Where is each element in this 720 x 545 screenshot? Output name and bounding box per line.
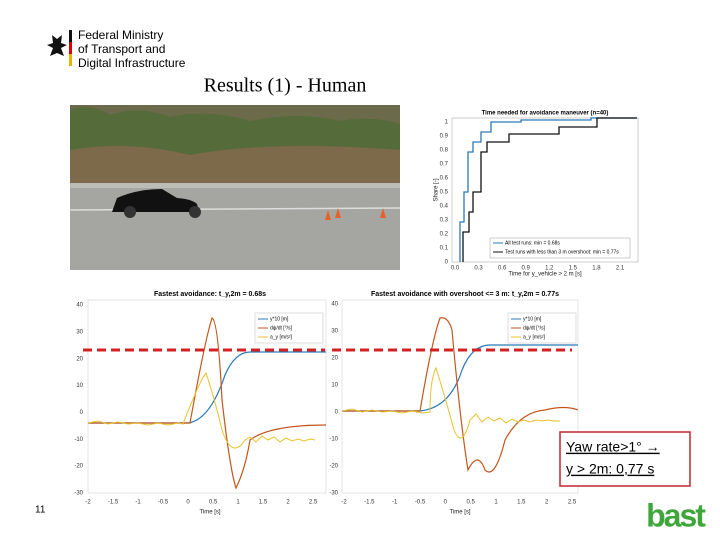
callout-line: Yaw rate>1° → <box>566 439 660 455</box>
slide-number: 11 <box>35 505 46 516</box>
chart-title: Fastest avoidance: t_y,2m = 0.68s <box>154 291 266 298</box>
chart-title: Fastest avoidance with overshoot <= 3 m:… <box>371 291 559 298</box>
y-tick-label: 0 <box>80 410 84 416</box>
x-tick-label: 0.9 <box>522 266 531 272</box>
x-tick-label: 0.0 <box>451 266 460 272</box>
x-tick-label: 0 <box>444 500 448 506</box>
y-tick-label: 0 <box>335 410 339 416</box>
left-chart: y*10 [m] dψ/dt [°/s] a_y [m/s²] Fastest … <box>87 291 327 516</box>
y-tick-label: -20 <box>329 464 338 470</box>
x-tick-label: 2 <box>545 500 549 506</box>
legend-entry: dψ/dt [°/s] <box>523 325 546 331</box>
x-tick-label: -1 <box>392 500 398 506</box>
y-tick-label: 0.8 <box>440 148 449 154</box>
x-tick-label: 0.6 <box>498 266 507 272</box>
y-tick-label: -30 <box>329 491 338 497</box>
callout-line: y > 2m: 0,77 s <box>566 461 654 477</box>
y-tick-label: 0.2 <box>440 232 449 238</box>
y-tick-label: 10 <box>76 383 83 389</box>
ministry-line: of Transport and <box>78 42 165 56</box>
right-chart: y*10 [m] dψ/dt [°/s] a_y [m/s²] Fastest … <box>341 291 579 516</box>
x-tick-label: 0.5 <box>466 500 475 506</box>
y-tick-label: -20 <box>74 464 83 470</box>
eagle-logo <box>47 35 67 56</box>
y-tick-label: 20 <box>331 356 338 362</box>
x-tick-label: 1.8 <box>592 266 601 272</box>
x-tick-label: 1.2 <box>545 266 554 272</box>
y-tick-label: -30 <box>74 491 83 497</box>
y-tick-label: 0.1 <box>440 246 449 252</box>
legend-entry: dψ/dt [°/s] <box>270 325 293 331</box>
y-tick-label: 40 <box>76 303 83 309</box>
x-tick-label: -0.5 <box>158 500 169 506</box>
legend-entry: y*10 [m] <box>270 316 289 322</box>
x-axis-label: Time for y_vehicle > 2 m [s] <box>508 272 582 278</box>
y-tick-label: 10 <box>331 383 338 389</box>
flag-bar <box>69 30 72 42</box>
photo <box>69 105 401 270</box>
y-tick-label: 0 <box>445 260 449 266</box>
x-tick-label: 1.5 <box>517 500 526 506</box>
x-tick-label: -1.5 <box>108 500 119 506</box>
y-tick-label: -10 <box>74 437 83 443</box>
ministry-line: Federal Ministry <box>78 28 163 42</box>
y-tick-label: 1 <box>445 120 449 126</box>
legend-entry: a_y [m/s²] <box>270 334 293 340</box>
y-tick-label: 0.6 <box>440 176 449 182</box>
x-tick-label: -1.5 <box>364 500 375 506</box>
y-tick-label: 0.4 <box>440 204 449 210</box>
x-tick-label: 1.5 <box>259 500 268 506</box>
y-tick-label: 40 <box>331 302 338 308</box>
legend-entry: All test runs: min = 0.68s <box>505 240 560 246</box>
x-tick-label: 1 <box>494 500 498 506</box>
y-axis-label: Share [-] <box>434 178 440 201</box>
legend-entry: y*10 [m] <box>523 316 542 322</box>
x-tick-label: 0.3 <box>474 266 483 272</box>
x-tick-label: 1 <box>236 500 240 506</box>
chart-title: Time needed for avoidance maneuver (n=40… <box>482 111 609 117</box>
y-tick-label: 30 <box>331 329 338 335</box>
bast-logo: bast <box>646 497 706 533</box>
x-tick-label: 2.1 <box>616 266 625 272</box>
x-tick-label: -2 <box>341 500 347 506</box>
x-axis-label: Time [s] <box>199 510 220 516</box>
x-tick-label: -1 <box>135 500 141 506</box>
y-tick-label: 30 <box>76 329 83 335</box>
top-chart: All test runs: min = 0.68s Test runs wit… <box>434 111 639 278</box>
flag-bar <box>69 54 72 66</box>
slide-title: Results (1) - Human <box>204 75 367 97</box>
x-tick-label: 2.5 <box>309 500 318 506</box>
x-tick-label: -0.5 <box>415 500 426 506</box>
callout-box <box>559 431 691 487</box>
y-tick-label: 0.5 <box>440 190 449 196</box>
legend-entry: Test runs with less than 3 m overshoot: … <box>505 249 619 255</box>
legend-entry: a_y [m/s²] <box>523 334 546 340</box>
x-axis-label: Time [s] <box>449 510 470 516</box>
x-tick-label: 2.5 <box>568 500 577 506</box>
y-tick-label: 0.3 <box>440 218 449 224</box>
x-tick-label: 2 <box>286 500 290 506</box>
flag-bar <box>69 42 72 54</box>
y-tick-label: -10 <box>329 437 338 443</box>
x-tick-label: -2 <box>85 500 91 506</box>
x-tick-label: 0.5 <box>209 500 218 506</box>
y-tick-label: 0.7 <box>440 162 449 168</box>
ministry-line: Digital Infrastructure <box>78 56 186 70</box>
x-tick-label: 1.5 <box>569 266 578 272</box>
y-tick-label: 0.9 <box>440 134 449 140</box>
x-tick-label: 0 <box>186 500 190 506</box>
y-tick-label: 20 <box>76 356 83 362</box>
